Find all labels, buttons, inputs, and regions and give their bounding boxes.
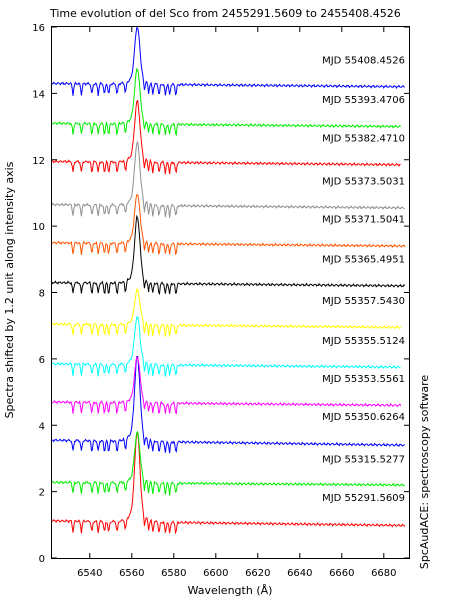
series-label: MJD 55365.4951 (322, 255, 405, 266)
software-credit-label: SpcAudACE: spectroscopy software (418, 375, 431, 569)
spectrum-line (51, 99, 401, 175)
series-label: MJD 55382.4710 (322, 133, 405, 144)
spectrum-line (51, 430, 405, 496)
series-label: MJD 55355.5124 (322, 336, 405, 347)
y-tick-label: 14 (32, 89, 45, 100)
spectrum-line (51, 355, 406, 454)
x-tick-label: 6600 (203, 568, 228, 579)
x-tick-label: 6660 (329, 568, 354, 579)
plot-frame (51, 26, 410, 559)
y-tick-label: 10 (32, 222, 45, 233)
series-label: MJD 55291.5609 (322, 493, 405, 504)
series-label: MJD 55353.5561 (322, 374, 405, 385)
spectrum-line (51, 214, 406, 296)
spectrum-line (51, 140, 405, 218)
series-label: MJD 55350.6264 (322, 412, 405, 423)
y-tick-label: 16 (32, 23, 45, 34)
spectrum-line (51, 194, 406, 256)
x-tick-label: 6560 (119, 568, 144, 579)
x-tick-label: 6580 (161, 568, 186, 579)
plot-area (51, 27, 406, 535)
y-axis-ticks: 0 2 4 6 8 10 12 14 16 (32, 23, 409, 565)
chart-title: Time evolution of del Sco from 2455291.5… (49, 7, 401, 20)
x-tick-label: 6640 (287, 568, 312, 579)
x-tick-label: 6620 (245, 568, 270, 579)
y-tick-label: 12 (32, 156, 45, 167)
x-tick-label: 6540 (77, 568, 102, 579)
x-axis-label: Wavelength (Å) (188, 584, 273, 597)
y-axis-label: Spectra shifted by 1.2 unit along intens… (3, 161, 16, 418)
y-tick-label: 6 (39, 355, 45, 366)
series-label: MJD 55315.5277 (322, 454, 405, 465)
series-label: MJD 55371.5041 (322, 215, 405, 226)
spectrum-line (51, 288, 402, 337)
series-labels: MJD 55291.5609 MJD 55315.5277 MJD 55350.62… (322, 55, 405, 503)
spectrum-line (51, 432, 406, 535)
spectrum-line (51, 315, 401, 377)
y-tick-label: 4 (39, 421, 45, 432)
series-label: MJD 55357.5430 (322, 296, 405, 307)
x-axis-ticks: 6540 6560 6580 6600 6620 6640 6660 6680 (77, 27, 397, 579)
series-label: MJD 55373.5031 (322, 177, 405, 188)
spectrum-line (51, 27, 405, 97)
spectrum-line (51, 67, 401, 137)
series-label: MJD 55408.4526 (322, 55, 405, 66)
series-label: MJD 55393.4706 (322, 95, 405, 106)
y-tick-label: 0 (39, 554, 45, 565)
y-tick-label: 8 (39, 289, 45, 300)
x-tick-label: 6680 (371, 568, 396, 579)
spectrum-line (51, 356, 402, 415)
y-tick-label: 2 (39, 488, 45, 499)
